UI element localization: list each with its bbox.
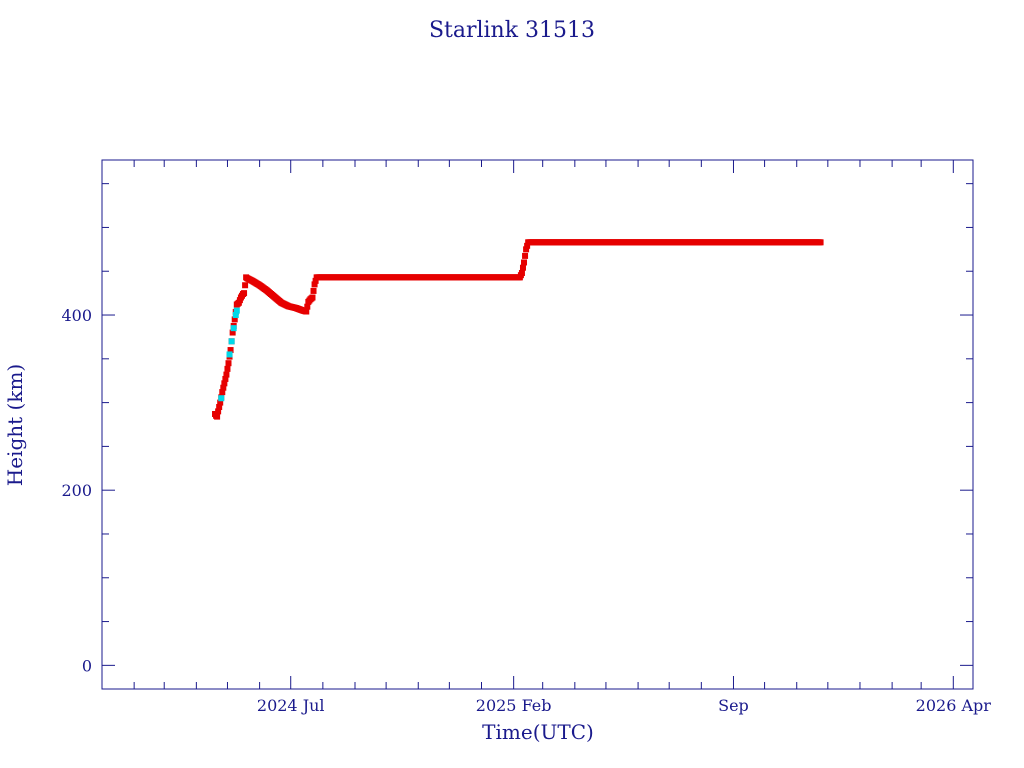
data-point-fill [234, 300, 241, 307]
data-point-secondary [230, 325, 237, 332]
data-point-fill [242, 282, 249, 289]
data-point [219, 389, 226, 396]
data-point-fill [308, 295, 315, 302]
data-point [221, 380, 228, 387]
data-point-fill [216, 403, 223, 410]
y-tick-label: 400 [61, 306, 92, 325]
x-tick-label: 2025 Feb [476, 696, 552, 715]
data-point-fill [224, 365, 231, 372]
data-point [521, 259, 528, 266]
x-tick-label: 2024 Jul [257, 696, 325, 715]
data-point-fill [304, 303, 311, 310]
data-point-fill [522, 252, 529, 259]
data-point-fill [220, 384, 227, 391]
data-point-secondary [218, 395, 225, 402]
data-point-secondary [226, 351, 233, 358]
data-point-fill [238, 292, 245, 299]
data-point [311, 281, 318, 288]
data-point [227, 347, 234, 354]
data-point [215, 408, 222, 415]
y-tick-label: 200 [61, 481, 92, 500]
data-point-fill [236, 297, 243, 304]
data-point [217, 399, 224, 406]
data-point [229, 329, 236, 336]
data-point-fill [302, 308, 309, 315]
x-axis-label: Time(UTC) [482, 720, 594, 744]
plot-area: 0 200 400 2024 Jul 2025 Feb Sep 2026 Apr [61, 159, 992, 715]
data-point-secondary [233, 307, 240, 314]
data-point-fill [312, 277, 319, 284]
data-point-secondary [232, 312, 239, 319]
data-point-secondary [228, 338, 235, 345]
y-tick-label: 0 [82, 656, 92, 675]
data-point [214, 413, 221, 420]
data-point [523, 246, 530, 253]
data-point-fill [222, 375, 229, 382]
plot-frame [101, 159, 974, 690]
data-point [223, 371, 230, 378]
data-point-fill [310, 287, 317, 294]
data-point [225, 360, 232, 367]
data-point-fill [517, 272, 524, 279]
chart-title: Starlink 31513 [429, 18, 595, 43]
data-point-fill [816, 239, 823, 246]
data-point-fill [519, 264, 526, 271]
y-axis-label: Height (km) [3, 364, 27, 486]
data-point [231, 316, 238, 323]
data-point-fill [524, 242, 531, 249]
x-tick-label: 2026 Apr [916, 696, 992, 715]
x-tick-label: Sep [718, 696, 749, 715]
